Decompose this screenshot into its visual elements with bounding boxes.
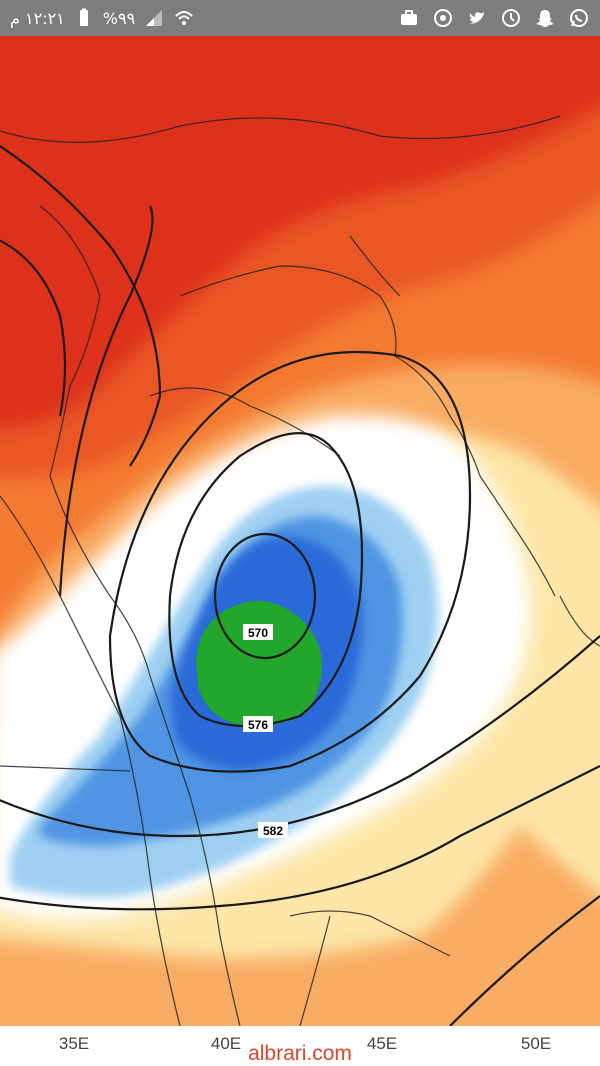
contour-582	[108, 350, 472, 773]
field-red	[0, 36, 600, 479]
label-bg-570	[243, 624, 273, 640]
label-bg-582	[258, 822, 288, 838]
contour-label-582: 582	[263, 824, 283, 838]
status-bar: ١٢:٢١ م %٩٩	[0, 0, 600, 36]
contour-labels: 570 576 582	[243, 624, 288, 838]
sync-icon	[500, 7, 522, 29]
contour-600	[0, 145, 162, 467]
x-tick-40e: 40E	[210, 1034, 242, 1053]
contour-top	[0, 239, 67, 417]
borders	[0, 115, 600, 1026]
x-axis: 35E 40E 45E 50E	[0, 1026, 600, 1066]
clock: ١٢:٢١ م	[10, 8, 65, 28]
whatsapp-icon	[568, 7, 590, 29]
status-left: ١٢:٢١ م %٩٩	[10, 7, 195, 29]
map-svg: 570 576 582	[0, 36, 600, 1026]
briefcase-icon	[398, 7, 420, 29]
field-green-core	[196, 600, 323, 727]
contour-570-inner	[213, 532, 317, 660]
contour-588	[0, 205, 600, 838]
contour-576	[168, 432, 364, 728]
battery-percent: %٩٩	[102, 8, 136, 28]
watermark: albrari.com	[248, 1042, 352, 1065]
status-right	[398, 7, 590, 29]
contour-594	[0, 765, 600, 911]
contour-east	[449, 895, 600, 1026]
snapchat-icon	[534, 7, 556, 29]
contour-label-570: 570	[248, 626, 268, 640]
x-tick-45e: 45E	[366, 1034, 398, 1053]
label-bg-576	[243, 716, 273, 732]
contour-label-576: 576	[248, 718, 268, 732]
battery-icon	[73, 7, 95, 29]
twitter-icon	[466, 7, 488, 29]
wifi-icon	[173, 7, 195, 29]
contours	[0, 145, 600, 1026]
weather-map: 570 576 582	[0, 36, 600, 1026]
shield-app-icon	[432, 7, 454, 29]
x-tick-35e: 35E	[58, 1034, 90, 1053]
signal-icon	[143, 7, 165, 29]
x-tick-50e: 50E	[520, 1034, 552, 1053]
